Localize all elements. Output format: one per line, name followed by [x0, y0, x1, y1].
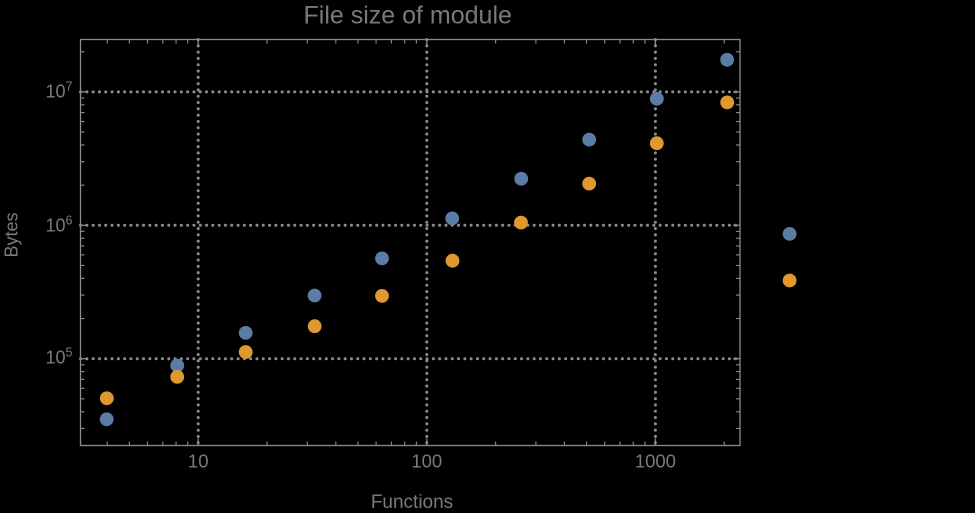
svg-text:Bytes: Bytes: [2, 212, 22, 257]
svg-text:1000: 1000: [635, 451, 676, 472]
svg-text:10: 10: [188, 451, 209, 472]
svg-text:Functions: Functions: [371, 492, 453, 513]
svg-text:100: 100: [411, 451, 442, 472]
svg-text:File size of module: File size of module: [304, 2, 512, 30]
